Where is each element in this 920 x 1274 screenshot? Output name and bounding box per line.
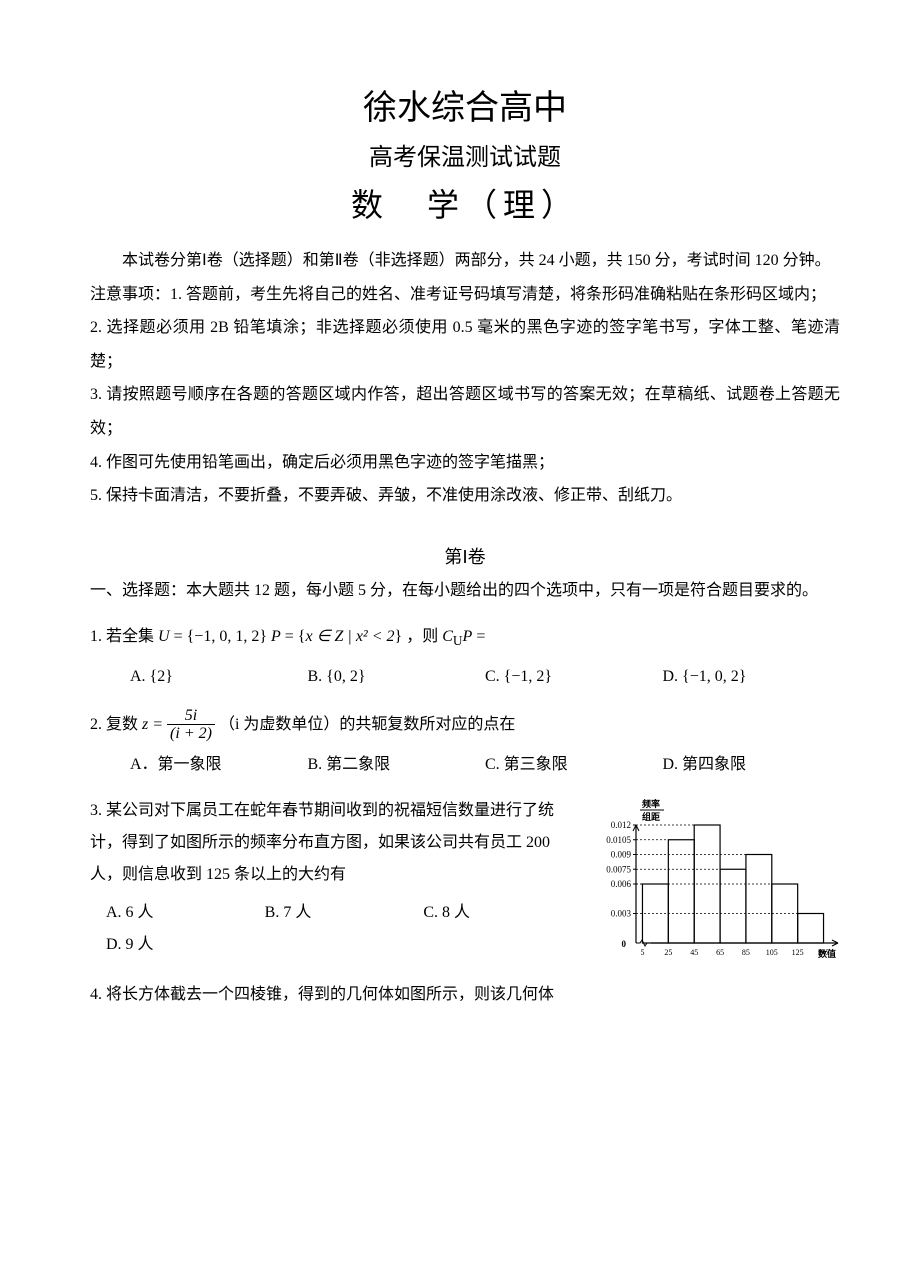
q1-math-Cu: CUP	[442, 628, 472, 645]
q2-opt-d: D. 第四象限	[663, 749, 841, 781]
subject-name: 数 学（理）	[90, 180, 840, 226]
svg-text:0.0105: 0.0105	[606, 835, 631, 845]
q3-stem: 3. 某公司对下属员工在蛇年春节期间收到的祝福短信数量进行了统计，得到了如图所示…	[90, 795, 582, 891]
q1-stem-pre: 1. 若全集	[90, 628, 154, 645]
q1-eq3: =	[476, 628, 485, 645]
q2-fraction: 5i (i + 2)	[167, 707, 215, 743]
q1-math-U: U	[158, 628, 170, 645]
svg-text:25: 25	[664, 948, 672, 957]
q2-opt-c: C. 第三象限	[485, 749, 663, 781]
svg-text:85: 85	[742, 948, 750, 957]
section-1-desc: 一、选择题：本大题共 12 题，每小题 5 分，在每小题给出的四个选项中，只有一…	[90, 575, 840, 607]
note-2: 2. 选择题必须用 2B 铅笔填涂；非选择题必须使用 0.5 毫米的黑色字迹的签…	[90, 311, 840, 378]
q1-opt-c: C. {−1, 2}	[485, 661, 663, 693]
question-2: 2. 复数 z = 5i (i + 2) （i 为虚数单位）的共轭复数所对应的点…	[90, 707, 840, 743]
q2-opt-b: B. 第二象限	[308, 749, 486, 781]
svg-text:0.003: 0.003	[611, 908, 632, 918]
notes-block: 注意事项：1. 答题前，考生先将自己的姓名、准考证号码填写清楚，将条形码准确粘贴…	[90, 278, 840, 513]
intro-paragraph: 本试卷分第Ⅰ卷（选择题）和第Ⅱ卷（非选择题）两部分，共 24 小题，共 150 …	[90, 244, 840, 278]
exam-name: 高考保温测试试题	[90, 137, 840, 172]
note-1: 注意事项：1. 答题前，考生先将自己的姓名、准考证号码填写清楚，将条形码准确粘贴…	[90, 278, 840, 312]
q1-stem-post: ，则	[406, 628, 438, 645]
q1-U-set: {−1, 0, 1, 2}	[187, 628, 267, 645]
svg-text:65: 65	[716, 948, 724, 957]
q1-eq1: =	[174, 628, 187, 645]
q3-text-block: 3. 某公司对下属员工在蛇年春节期间收到的祝福短信数量进行了统计，得到了如图所示…	[90, 795, 582, 965]
q2-options: A．第一象限 B. 第二象限 C. 第三象限 D. 第四象限	[90, 749, 840, 781]
q1-P-def: x ∈ Z | x² < 2	[305, 628, 394, 645]
q2-stem-mid: （i 为虚数单位）的共轭复数所对应的点在	[219, 715, 515, 732]
svg-text:0.009: 0.009	[611, 849, 632, 859]
q1-options: A. {2} B. {0, 2} C. {−1, 2} D. {−1, 0, 2…	[90, 661, 840, 693]
q1-opt-d: D. {−1, 0, 2}	[663, 661, 841, 693]
q3-histogram: 频率组距 0 0.003 0.006 0.0075 0.009 0.0105 0.012 5 25…	[590, 795, 840, 965]
q2-math-z: z =	[142, 715, 167, 732]
school-name: 徐水综合高中	[90, 80, 840, 129]
note-3: 3. 请按照题号顺序在各题的答题区域内作答，超出答题区域书写的答案无效；在草稿纸…	[90, 378, 840, 445]
q3-opt-d: D. 9 人	[106, 929, 582, 961]
q3-opt-b: B. 7 人	[265, 897, 424, 929]
note-5: 5. 保持卡面清洁，不要折叠，不要弄破、弄皱，不准使用涂改液、修正带、刮纸刀。	[90, 479, 840, 513]
intro-text: 本试卷分第Ⅰ卷（选择题）和第Ⅱ卷（非选择题）两部分，共 24 小题，共 150 …	[90, 244, 840, 278]
q1-close: }	[395, 628, 403, 645]
section-1-heading: 第Ⅰ卷	[90, 543, 840, 569]
svg-text:频率: 频率	[642, 798, 660, 809]
svg-text:0.006: 0.006	[611, 879, 632, 889]
svg-text:45: 45	[690, 948, 698, 957]
histogram-svg: 频率组距 0 0.003 0.006 0.0075 0.009 0.0105 0.012 5 25…	[590, 795, 840, 965]
q3-opt-a: A. 6 人	[106, 897, 265, 929]
svg-text:125: 125	[792, 948, 804, 957]
svg-text:5: 5	[640, 948, 644, 957]
svg-text:数值: 数值	[818, 948, 836, 959]
question-1: 1. 若全集 U = {−1, 0, 1, 2} P = {x ∈ Z | x²…	[90, 621, 840, 655]
title-block: 徐水综合高中 高考保温测试试题 数 学（理）	[90, 80, 840, 226]
q2-opt-a: A．第一象限	[130, 749, 308, 781]
svg-text:0.0075: 0.0075	[606, 864, 631, 874]
q2-frac-num: 5i	[167, 707, 215, 726]
q1-opt-b: B. {0, 2}	[308, 661, 486, 693]
q3-opt-c: C. 8 人	[423, 897, 582, 929]
svg-text:105: 105	[766, 948, 778, 957]
q1-math-P: P	[271, 628, 281, 645]
svg-text:组距: 组距	[642, 811, 660, 822]
svg-text:0.012: 0.012	[611, 820, 631, 830]
question-3: 3. 某公司对下属员工在蛇年春节期间收到的祝福短信数量进行了统计，得到了如图所示…	[90, 795, 840, 965]
q2-stem-pre: 2. 复数	[90, 715, 138, 732]
q1-opt-a: A. {2}	[130, 661, 308, 693]
q1-eq2: = {	[285, 628, 306, 645]
q3-options: A. 6 人 B. 7 人 C. 8 人 D. 9 人	[90, 897, 582, 961]
question-4: 4. 将长方体截去一个四棱锥，得到的几何体如图所示，则该几何体	[90, 979, 840, 1011]
svg-text:0: 0	[622, 939, 627, 949]
q4-stem: 4. 将长方体截去一个四棱锥，得到的几何体如图所示，则该几何体	[90, 986, 554, 1003]
note-4: 4. 作图可先使用铅笔画出，确定后必须用黑色字迹的签字笔描黑；	[90, 446, 840, 480]
q2-frac-den: (i + 2)	[167, 725, 215, 743]
